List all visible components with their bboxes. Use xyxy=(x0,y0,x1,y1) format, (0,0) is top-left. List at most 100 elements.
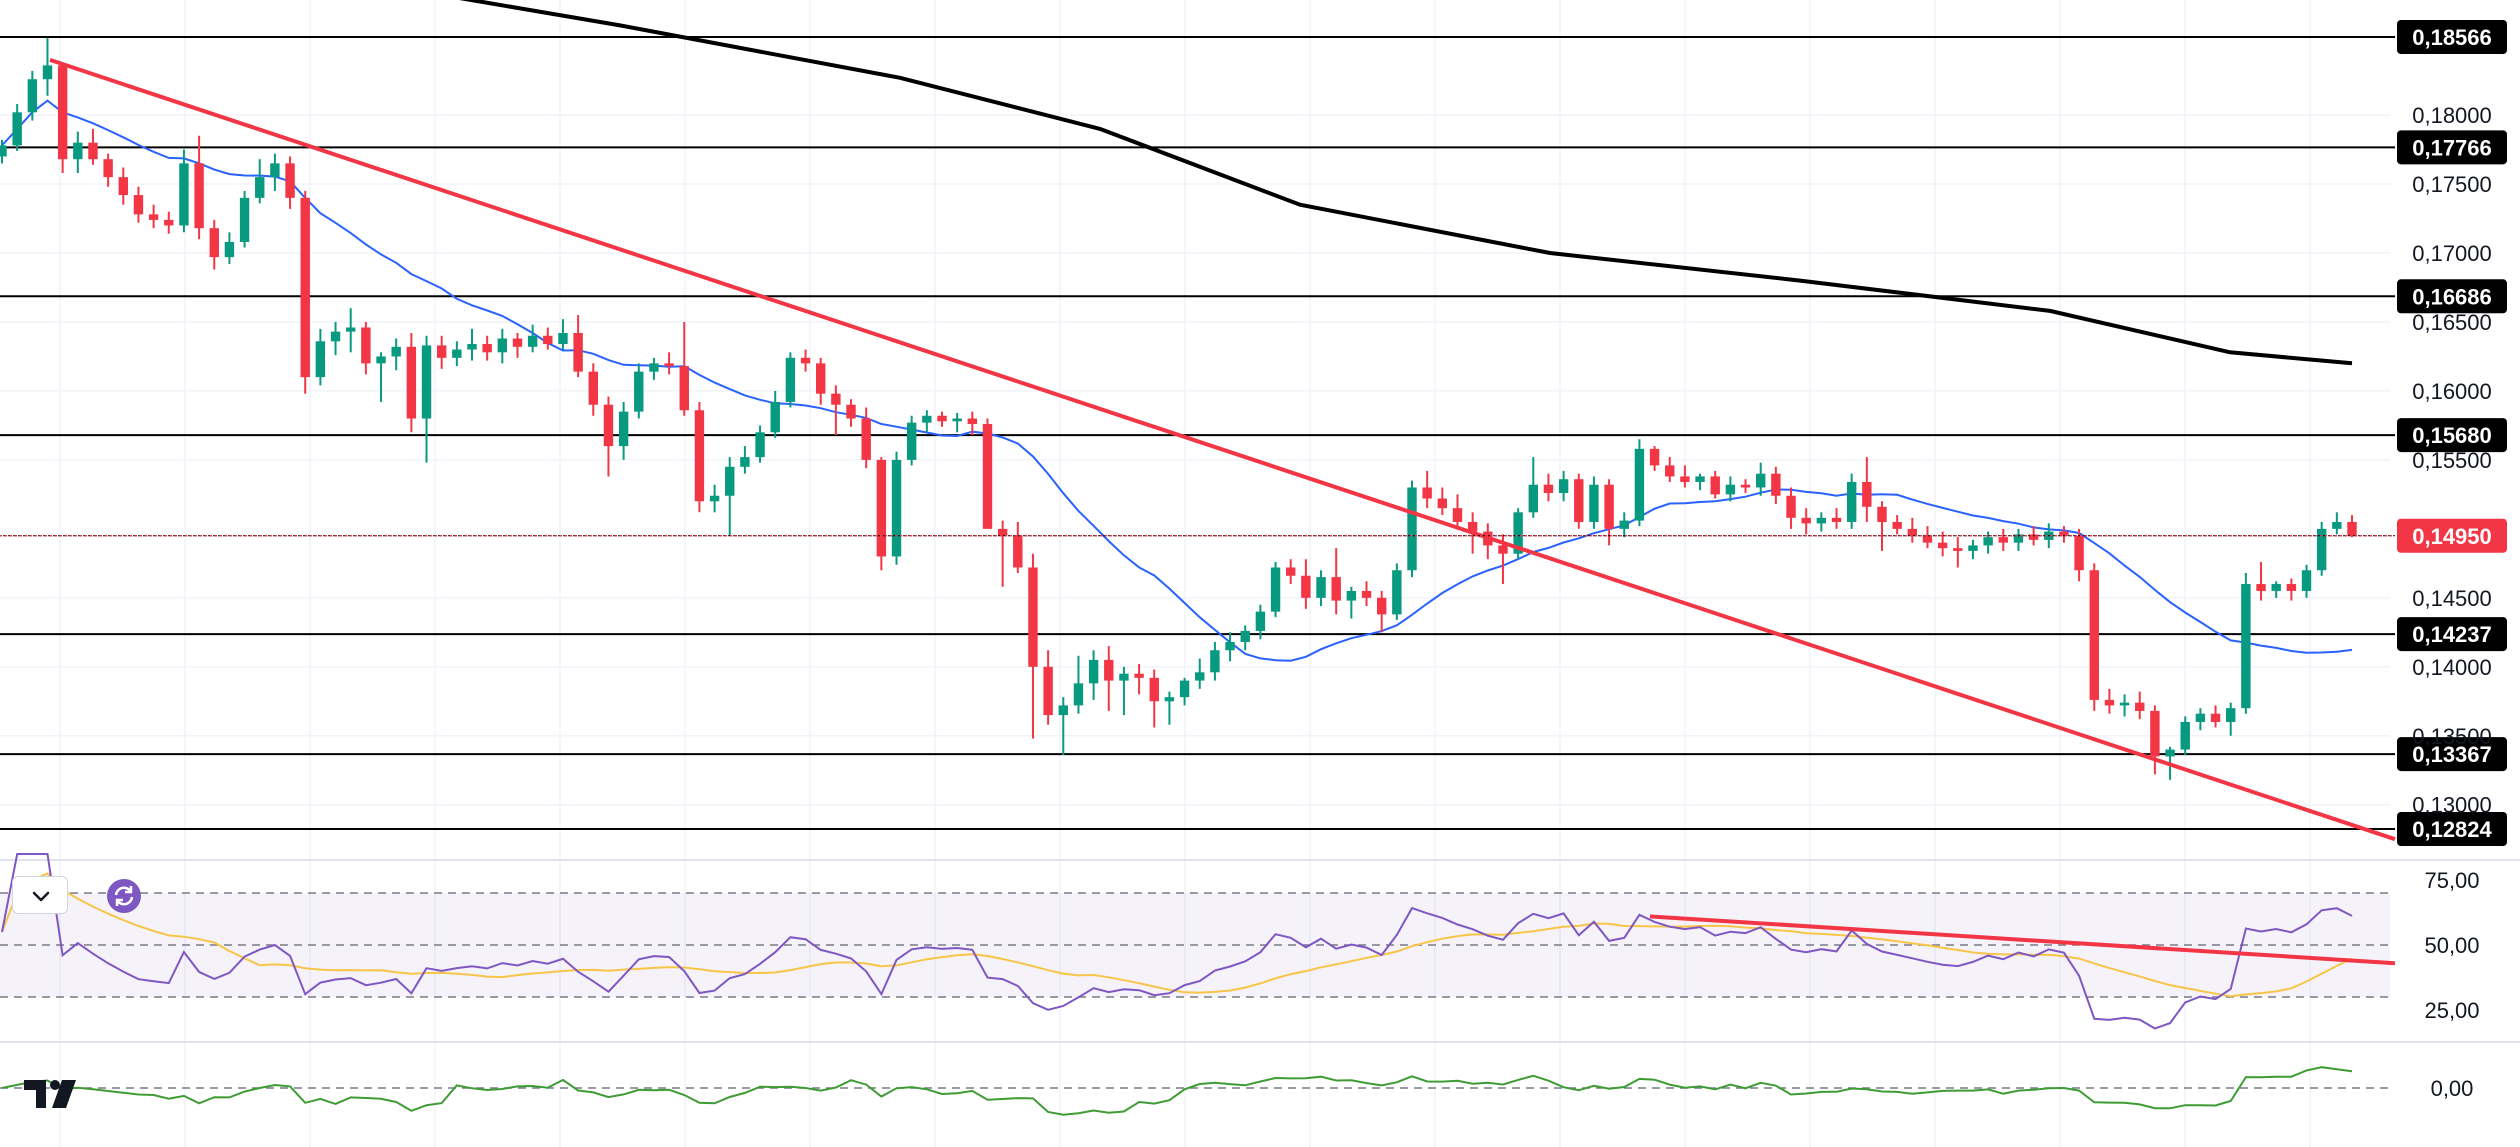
candle-up xyxy=(1846,473,1857,529)
candle-down xyxy=(846,399,856,427)
candle-body xyxy=(2332,521,2342,529)
candle-body xyxy=(1801,517,1811,524)
candle-body xyxy=(1589,484,1599,522)
candle-up xyxy=(770,390,780,438)
candle-body xyxy=(270,163,280,178)
candle-body xyxy=(1088,659,1099,684)
candle-down xyxy=(982,418,993,529)
candle-body xyxy=(664,363,674,367)
candle-up xyxy=(527,324,538,353)
chevron-down-icon xyxy=(32,891,50,902)
candle-up xyxy=(452,341,462,367)
candle-up xyxy=(649,357,659,380)
candle-up xyxy=(315,328,326,386)
candle-up xyxy=(1513,508,1523,560)
candle-down xyxy=(1134,664,1144,695)
candle-body xyxy=(543,335,553,345)
level-badge: 0,17766 xyxy=(2397,130,2507,165)
candle-down xyxy=(967,411,978,436)
price-tick-label: 0,14500 xyxy=(2412,586,2492,611)
candle-down xyxy=(300,190,310,394)
rsi-trendline xyxy=(1649,914,2396,966)
candle-body xyxy=(1301,575,1311,598)
candle-up xyxy=(785,352,796,408)
candle-up xyxy=(1255,604,1266,640)
candle-body xyxy=(1028,567,1038,667)
collapse-pane-button[interactable] xyxy=(12,876,68,914)
candle-body xyxy=(239,197,250,242)
candle-down xyxy=(1104,646,1114,711)
current-price-badge-bg xyxy=(2397,518,2507,553)
candle-body xyxy=(1862,481,1872,507)
tradingview-logo[interactable] xyxy=(22,1074,86,1114)
price-tick-label: 0,17500 xyxy=(2412,172,2492,197)
candle-body xyxy=(1210,650,1220,673)
candle-up xyxy=(1968,539,1978,560)
candle-body xyxy=(649,363,659,372)
candle-body xyxy=(1543,484,1554,493)
candle-up xyxy=(1270,561,1281,618)
candle-down xyxy=(1998,528,2008,551)
candle-body xyxy=(618,411,629,447)
candle-up xyxy=(2119,694,2130,717)
level-badge-label: 0,12824 xyxy=(2412,817,2492,842)
candle-body xyxy=(861,418,871,460)
candle-body xyxy=(785,357,796,402)
candle-body xyxy=(1846,481,1857,522)
candle-up xyxy=(467,328,477,361)
candle-down xyxy=(800,349,811,372)
candle-body xyxy=(1665,465,1675,477)
candle-body xyxy=(1786,495,1796,518)
candle-body xyxy=(1346,590,1357,601)
refresh-button[interactable] xyxy=(104,876,144,916)
candle-body xyxy=(376,356,386,364)
candle-down xyxy=(573,315,583,378)
momentum-pane xyxy=(0,1066,2390,1116)
candle-up xyxy=(2316,521,2327,576)
candle-down xyxy=(1740,479,1751,493)
candle-body xyxy=(679,366,689,411)
candle-up xyxy=(1119,666,1129,716)
candle-body xyxy=(1058,705,1068,716)
candle-down xyxy=(1801,508,1811,535)
candle-up xyxy=(1816,512,1827,532)
price-tick-label: 0,16500 xyxy=(2412,310,2492,335)
price-tick-label: 0,17000 xyxy=(2412,241,2492,266)
candle-body xyxy=(770,401,780,433)
candle-body xyxy=(2028,534,2039,540)
candle-down xyxy=(57,65,68,173)
candle-up xyxy=(2271,581,2281,598)
candle-body xyxy=(1710,476,1720,495)
candle-body xyxy=(1998,537,2008,543)
price-tick-label: 0,16000 xyxy=(2412,379,2492,404)
candle-body xyxy=(194,163,204,229)
candle-body xyxy=(1073,683,1084,706)
candle-body xyxy=(1740,484,1751,488)
candle-body xyxy=(2256,584,2266,591)
candle-down xyxy=(876,457,887,571)
candle-up xyxy=(709,484,720,513)
candle-down xyxy=(1710,470,1720,499)
candle-body xyxy=(558,333,568,345)
candle-down xyxy=(482,335,492,361)
candle-body xyxy=(846,404,856,419)
candle-up xyxy=(27,70,38,121)
candle-down xyxy=(2074,528,2084,582)
candle-body xyxy=(133,195,144,215)
candle-body xyxy=(482,344,492,353)
price-tick-label: 0,14000 xyxy=(2412,655,2492,680)
trendlines[interactable] xyxy=(49,57,2396,842)
candle-body xyxy=(1953,548,1963,551)
price-axis[interactable]: 0,18566 0,17766 0,16686 0,15680 0,14237 0,133… xyxy=(2397,20,2507,1101)
candle-body xyxy=(1968,545,1978,551)
candle-up xyxy=(1558,470,1569,502)
candle-body xyxy=(588,371,598,405)
candle-body xyxy=(209,228,219,258)
candle-body xyxy=(1513,512,1523,554)
candle-body xyxy=(1619,520,1629,529)
candle-down xyxy=(1376,590,1387,633)
candle-body xyxy=(1695,476,1705,482)
candle-body xyxy=(164,219,174,226)
level-badge-bg xyxy=(2397,20,2507,54)
